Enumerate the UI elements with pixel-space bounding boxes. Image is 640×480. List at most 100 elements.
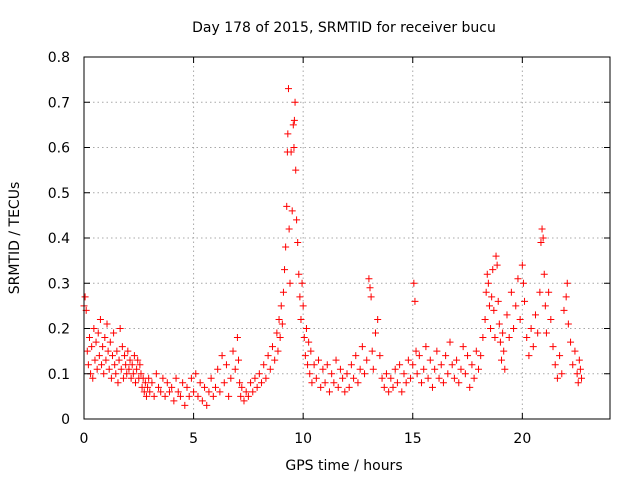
data-point	[207, 374, 215, 382]
data-point	[485, 302, 493, 310]
data-point	[179, 379, 187, 387]
data-point	[134, 356, 142, 364]
data-point	[118, 343, 126, 351]
data-point	[300, 334, 308, 342]
data-point	[308, 379, 316, 387]
data-point	[418, 379, 426, 387]
data-point	[258, 379, 266, 387]
data-point	[542, 329, 550, 337]
data-point	[286, 279, 294, 287]
data-point	[428, 383, 436, 391]
data-point	[424, 374, 432, 382]
data-point	[323, 361, 331, 369]
x-tick-label: 20	[513, 431, 531, 447]
data-point	[503, 311, 511, 319]
data-point	[393, 379, 401, 387]
data-point	[212, 383, 219, 391]
data-point	[101, 334, 109, 342]
data-point	[539, 234, 547, 242]
data-point	[442, 352, 450, 360]
data-point	[409, 361, 417, 369]
data-point	[244, 392, 252, 400]
data-point	[444, 370, 452, 378]
data-point	[553, 374, 561, 382]
data-point	[574, 379, 582, 387]
data-point	[521, 297, 529, 305]
data-point	[176, 392, 184, 400]
data-point	[547, 315, 555, 323]
data-point	[172, 374, 180, 382]
data-point	[198, 397, 206, 405]
data-point	[461, 370, 469, 378]
data-point	[453, 356, 461, 364]
data-point	[111, 361, 119, 369]
data-point	[499, 329, 507, 337]
data-point	[472, 347, 480, 355]
data-point	[170, 397, 178, 405]
data-point	[290, 116, 298, 124]
y-tick-labels: 0 0.1 0.2 0.3 0.4 0.5 0.6 0.7 0.8	[48, 50, 70, 428]
data-point	[491, 334, 499, 342]
data-point	[240, 397, 248, 405]
data-point	[279, 288, 287, 296]
data-point	[321, 379, 329, 387]
data-point	[330, 379, 338, 387]
data-point	[284, 130, 292, 138]
data-point	[310, 361, 318, 369]
data-point	[194, 392, 202, 400]
data-point	[564, 320, 572, 328]
data-point	[181, 401, 189, 409]
x-tick-label: 15	[404, 431, 422, 447]
data-point	[262, 374, 270, 382]
data-point	[567, 338, 575, 346]
data-point	[209, 392, 217, 400]
data-point	[122, 361, 130, 369]
data-point	[293, 216, 301, 224]
data-point	[481, 315, 489, 323]
data-point	[307, 347, 315, 355]
data-point	[475, 365, 482, 373]
data-point	[334, 383, 342, 391]
data-point	[106, 338, 114, 346]
data-point	[299, 302, 307, 310]
data-point	[302, 325, 310, 332]
data-point	[277, 302, 285, 310]
data-point	[90, 325, 98, 332]
data-point	[382, 370, 390, 378]
data-point	[201, 383, 209, 391]
data-point	[268, 343, 276, 351]
data-point	[482, 288, 490, 296]
data-point	[341, 388, 349, 396]
data-point	[501, 365, 509, 373]
data-point	[96, 315, 104, 323]
data-point	[218, 352, 226, 360]
data-point	[225, 392, 233, 400]
data-point	[94, 329, 102, 337]
data-point	[312, 374, 320, 382]
y-tick-label: 0.7	[48, 95, 70, 111]
data-point	[366, 284, 374, 292]
data-point	[233, 334, 241, 342]
data-point	[183, 383, 191, 391]
data-point	[556, 352, 564, 360]
data-point	[492, 252, 500, 260]
data-point	[148, 379, 156, 387]
data-point	[281, 266, 289, 274]
data-point	[562, 293, 570, 301]
data-point	[551, 361, 559, 369]
data-point	[273, 329, 281, 337]
data-point	[523, 334, 531, 342]
data-point	[477, 352, 485, 360]
data-point	[398, 388, 406, 396]
data-point	[301, 352, 309, 360]
data-point	[433, 347, 441, 355]
data-point	[216, 388, 224, 396]
chart-title: Day 178 of 2015, SRMTID for receiver buc…	[192, 20, 496, 36]
data-point	[368, 347, 376, 355]
data-point	[380, 383, 388, 391]
data-point	[376, 352, 384, 360]
data-point	[163, 379, 171, 387]
y-tick-label: 0.8	[48, 50, 70, 66]
data-point	[133, 365, 141, 373]
